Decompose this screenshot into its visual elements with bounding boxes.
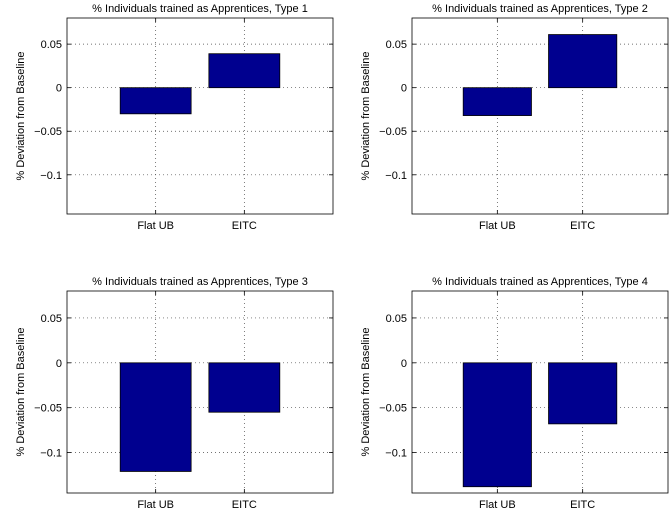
bar-eitc	[548, 362, 618, 425]
x-tick-label: Flat UB	[137, 220, 174, 232]
plot-area	[67, 291, 333, 493]
y-tick-label: −0.1	[385, 170, 407, 182]
chart-title: % Individuals trained as Apprentices, Ty…	[92, 3, 308, 15]
plot-area	[412, 291, 668, 493]
y-axis-label: % Deviation from Baseline	[360, 327, 372, 456]
y-tick-label: −0.05	[379, 403, 407, 415]
chart-panel-2: 0.05 0 −0.05 −0.1 Flat UB EITC % Individuals t…	[360, 3, 669, 232]
y-tick-label: 0	[56, 83, 62, 95]
axes-frame	[66, 17, 334, 215]
bar-eitc	[208, 53, 281, 89]
y-tick-label: −0.05	[379, 126, 407, 138]
x-tick-label: Flat UB	[137, 499, 174, 511]
bar-flat-ub	[462, 362, 532, 488]
bar-eitc	[208, 362, 281, 413]
plot-area	[412, 18, 668, 214]
y-tick-label: 0	[56, 358, 62, 370]
y-axis-label: % Deviation from Baseline	[15, 327, 27, 456]
y-tick-label: 0.05	[386, 313, 407, 325]
y-tick-label: 0.05	[386, 39, 407, 51]
x-tick-label: EITC	[232, 499, 257, 511]
y-tick-label: −0.05	[34, 126, 62, 138]
chart-panel-1: 0.05 0 −0.05 −0.1 Flat UB EITC % Individuals t…	[15, 3, 334, 232]
x-tick-label: Flat UB	[479, 499, 516, 511]
y-tick-label: −0.1	[40, 170, 62, 182]
bar-flat-ub	[119, 87, 192, 115]
y-axis-label: % Deviation from Baseline	[15, 51, 27, 180]
chart-panel-4: 0.05 0 −0.05 −0.1 Flat UB EITC % Individuals t…	[360, 276, 669, 511]
x-tick-label: Flat UB	[479, 220, 516, 232]
y-tick-label: −0.05	[34, 403, 62, 415]
axes-frame	[66, 290, 334, 494]
y-tick-label: −0.1	[40, 448, 62, 460]
y-tick-label: 0.05	[41, 39, 62, 51]
y-axis-label: % Deviation from Baseline	[360, 51, 372, 180]
y-tick-label: 0	[401, 358, 407, 370]
x-tick-label: EITC	[570, 220, 595, 232]
chart-title: % Individuals trained as Apprentices, Ty…	[432, 3, 648, 15]
x-tick-label: EITC	[570, 499, 595, 511]
x-tick-label: EITC	[232, 220, 257, 232]
axes-frame	[411, 290, 669, 494]
bar-eitc	[548, 34, 618, 89]
axes-frame	[411, 17, 669, 215]
chart-panel-3: 0.05 0 −0.05 −0.1 Flat UB EITC % Individuals t…	[15, 276, 334, 511]
y-tick-label: −0.1	[385, 448, 407, 460]
plot-area	[67, 18, 333, 214]
y-tick-label: 0.05	[41, 313, 62, 325]
y-tick-label: 0	[401, 83, 407, 95]
chart-title: % Individuals trained as Apprentices, Ty…	[432, 276, 648, 288]
bar-flat-ub	[119, 362, 192, 472]
bar-flat-ub	[462, 87, 532, 116]
chart-title: % Individuals trained as Apprentices, Ty…	[92, 276, 308, 288]
